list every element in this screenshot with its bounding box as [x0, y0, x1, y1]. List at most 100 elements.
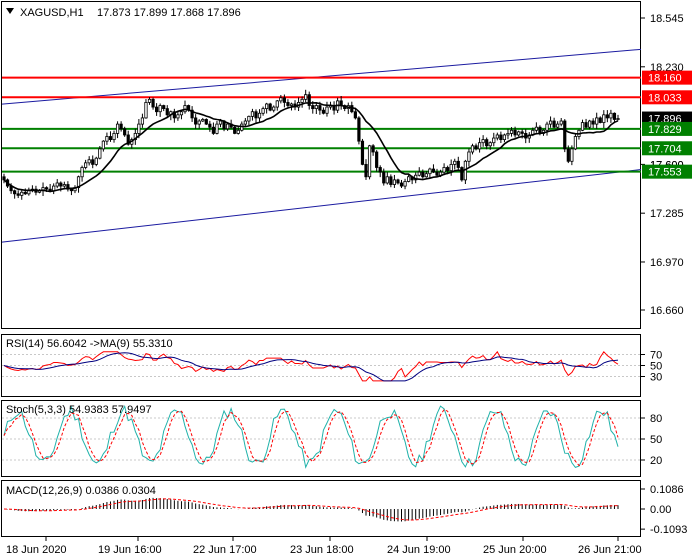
stoch-panel-frame [1, 400, 641, 477]
candle-body [353, 111, 357, 119]
rsi-tick-label: 50 [650, 361, 662, 373]
candle-body [456, 160, 460, 168]
candle-body [595, 117, 599, 125]
macd-tick-label: 0.00 [650, 504, 671, 516]
candle-body [66, 184, 70, 190]
candle-body [421, 171, 425, 178]
candle-body [314, 105, 318, 110]
macd-panel-frame [1, 480, 641, 537]
candle-body [254, 111, 258, 119]
stoch-layer [2, 405, 640, 469]
time-tick-label: 26 Jun 21:00 [578, 544, 642, 556]
rsi-ma-line [3, 352, 619, 382]
candle-body [304, 94, 308, 100]
candle-body [69, 188, 74, 192]
candle-body [538, 126, 542, 134]
candle-body [474, 145, 478, 150]
macd-tick-label: -0.1093 [650, 524, 687, 536]
candle-body [375, 151, 379, 168]
candle-body [580, 122, 585, 131]
price-tick-label: 17.285 [650, 208, 684, 220]
candle-body [520, 131, 524, 134]
candle-body [265, 103, 269, 110]
candle-body [378, 167, 382, 173]
stoch-main-line [3, 405, 619, 469]
candle-body [446, 167, 450, 171]
level-label: 18.160 [648, 73, 682, 85]
candle-body [548, 120, 553, 125]
candle-body [13, 190, 17, 195]
candle-body [442, 167, 446, 173]
price-tick-label: 16.660 [650, 305, 684, 317]
price-tick-label: 16.970 [650, 257, 684, 269]
candle-body [119, 123, 123, 130]
candle-body [364, 163, 368, 178]
candle-body [591, 120, 595, 125]
time-tick-label: 24 Jun 19:00 [387, 544, 451, 556]
candle-body [126, 134, 130, 145]
candle-body [105, 136, 109, 142]
level-label-bg [642, 70, 692, 85]
candle-body [360, 140, 365, 165]
candle-body [91, 159, 95, 165]
candle-body [155, 106, 159, 113]
candle-body [517, 131, 521, 136]
candle-body [492, 137, 496, 144]
stoch-tick-label: 80 [650, 413, 662, 425]
macd-layer [3, 497, 619, 522]
candle-body [261, 108, 265, 114]
candle-body [2, 176, 6, 181]
candle-body [602, 114, 606, 123]
candle-body [534, 126, 538, 131]
candle-body [275, 100, 279, 108]
candle-body [44, 187, 49, 190]
candle-body [289, 103, 294, 106]
candle-body [389, 176, 393, 185]
level-label: 17.829 [648, 124, 682, 136]
candle-body [165, 108, 169, 116]
rsi-tick-label: 30 [650, 372, 662, 384]
candle-body [80, 167, 84, 178]
candle-body [55, 182, 59, 187]
candle-body [282, 97, 286, 103]
stoch-tick-label: 50 [650, 434, 662, 446]
level-label-bg [642, 121, 692, 136]
level-label-bg [642, 164, 692, 179]
candle-body [59, 182, 63, 187]
time-tick-label: 19 Jun 16:00 [98, 544, 162, 556]
candle-body [573, 136, 578, 150]
candle-body [162, 105, 166, 110]
candle-body [616, 118, 620, 120]
candle-body [584, 122, 588, 128]
candle-body [407, 176, 411, 182]
candle-body [371, 145, 375, 153]
candle-body [233, 126, 237, 134]
candle-body [151, 98, 155, 108]
rsi-layer [2, 350, 640, 382]
candle-body [311, 105, 315, 110]
candle-body [201, 119, 205, 122]
candle-body [431, 168, 436, 173]
candle-body [137, 123, 141, 134]
rsi-label: RSI(14) 56.6042 ->MA(9) 55.3310 [6, 338, 173, 350]
candle-body [115, 123, 120, 134]
candle-body [552, 120, 556, 128]
candle-body [566, 148, 570, 162]
candle-body [236, 129, 240, 134]
level-label-bg [642, 141, 692, 156]
candle-body [87, 159, 91, 164]
candle-body [48, 188, 52, 192]
candle-body [204, 119, 208, 125]
candle-body [435, 171, 439, 176]
macd-signal-line [3, 498, 619, 521]
candle-body [424, 173, 428, 178]
candle-body [20, 191, 24, 196]
candle-body [279, 97, 283, 102]
rsi-panel-frame [1, 334, 641, 397]
candle-body [598, 117, 602, 123]
candle-body [453, 160, 457, 165]
candle-body [545, 123, 549, 131]
candle-body [179, 111, 184, 116]
candle-body [460, 167, 464, 181]
candle-body [272, 106, 276, 111]
